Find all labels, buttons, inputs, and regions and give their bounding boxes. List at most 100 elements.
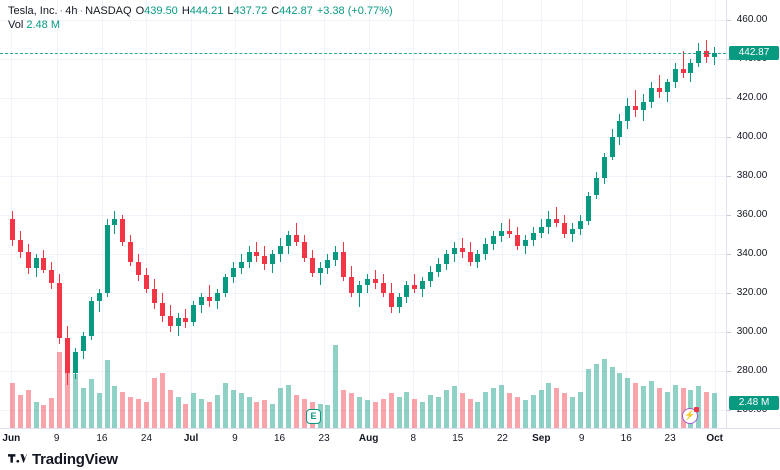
gridline-horizontal	[0, 410, 726, 411]
candle-body	[18, 240, 23, 253]
legend-interval[interactable]: 4h	[65, 5, 78, 17]
candle-body	[112, 218, 117, 225]
candle-wick	[320, 261, 321, 286]
time-axis-tick-jul: Jul	[183, 433, 199, 444]
legend-change-value: +3.38 (+0.77%)	[316, 5, 393, 17]
earnings-marker-icon[interactable]: E	[306, 409, 321, 424]
candle-body	[333, 252, 338, 260]
volume-bar	[380, 399, 386, 428]
legend-symbol-name[interactable]: Tesla, Inc.	[8, 5, 58, 17]
grid-layer	[0, 0, 726, 428]
time-axis-tick-16: 16	[273, 433, 286, 444]
volume-bar	[443, 390, 449, 428]
candle-wick	[414, 273, 415, 293]
volume-bar	[427, 395, 433, 428]
volume-bar	[561, 393, 567, 428]
candle-body	[65, 337, 70, 373]
volume-bar	[419, 402, 425, 428]
candle-body	[539, 226, 544, 233]
price-tick-dash	[727, 293, 731, 294]
legend-row-primary: Tesla, Inc. · 4h · NASDAQ O439.50 H444.21 L437.…	[8, 4, 393, 18]
current-volume-badge: 2.48 M	[729, 396, 779, 410]
volume-bar	[364, 400, 370, 428]
volume-bar	[277, 388, 283, 428]
gridline-horizontal	[0, 98, 726, 99]
candle-body	[617, 121, 622, 137]
volume-bar	[703, 392, 709, 428]
volume-bar	[648, 381, 654, 428]
tradingview-logo[interactable]: TradingView	[8, 451, 118, 469]
volume-bar	[522, 400, 528, 428]
candle-body	[223, 277, 228, 293]
dividend-marker-icon[interactable]: ⚡	[682, 407, 699, 424]
candle-body	[199, 296, 204, 305]
legend-volume-label: Vol	[8, 19, 24, 31]
volume-bar	[33, 402, 39, 428]
volume-bar	[640, 386, 646, 428]
candle-body	[144, 275, 149, 290]
volume-bar	[206, 402, 212, 428]
candle-body	[73, 351, 78, 373]
candle-body	[183, 318, 188, 323]
candle-body	[460, 248, 465, 253]
time-axis-tick-9: 9	[53, 433, 60, 444]
volume-bar	[372, 402, 378, 428]
candle-body	[176, 318, 181, 327]
price-axis-tick: 400.00	[727, 131, 777, 143]
legend-open-label: O	[135, 5, 145, 17]
candle-body	[404, 285, 409, 297]
candle-body	[436, 263, 441, 272]
volume-bar	[672, 385, 678, 428]
time-axis[interactable]: Jun 9 16 24 Jul 9 16 23 Aug 8 15 22 Sep 9 16 23 Oct	[0, 428, 780, 450]
candle-body	[570, 228, 575, 235]
volume-bar	[135, 399, 141, 428]
candle-body	[278, 246, 283, 254]
price-axis-tick: 420.00	[727, 92, 777, 104]
candle-body	[657, 88, 662, 93]
candle-body	[357, 285, 362, 293]
gridline-vertical	[280, 0, 281, 428]
volume-bar	[214, 395, 220, 428]
candle-body	[412, 285, 417, 290]
candle-body	[318, 267, 323, 274]
volume-bar	[9, 383, 15, 428]
price-axis[interactable]: 460.00440.00420.00400.00380.00360.00340.…	[726, 0, 780, 428]
candle-body	[120, 218, 125, 243]
gridline-vertical	[235, 0, 236, 428]
candle-body	[168, 316, 173, 327]
candle-body	[491, 236, 496, 245]
candle-body	[10, 218, 15, 241]
candle-body	[696, 51, 701, 63]
legend-close-value: 442.87	[279, 5, 313, 17]
candle-body	[26, 252, 31, 268]
volume-bar	[474, 402, 480, 428]
gridline-vertical	[626, 0, 627, 428]
price-tick-dash	[727, 254, 731, 255]
candle-body	[49, 269, 54, 284]
candle-body	[673, 68, 678, 83]
candle-body	[349, 277, 354, 293]
candle-body	[625, 105, 630, 122]
candle-body	[523, 240, 528, 247]
legend-row-volume: Vol 2.48 M	[8, 18, 393, 32]
volume-bar	[285, 385, 291, 428]
candle-body	[97, 293, 102, 301]
price-axis-tick: 300.00	[727, 326, 777, 338]
volume-bar	[269, 404, 275, 428]
candle-wick	[635, 90, 636, 118]
volume-bar	[119, 392, 125, 428]
chart-plot-area[interactable]: E ⚡	[0, 0, 726, 428]
tradingview-mark-icon	[8, 453, 27, 463]
candle-body	[602, 156, 607, 178]
volume-bar	[111, 386, 117, 428]
volume-bar	[593, 364, 599, 428]
candle-body	[310, 257, 315, 274]
candle-body	[239, 261, 244, 268]
gridline-horizontal	[0, 176, 726, 177]
candle-body	[136, 261, 141, 276]
current-price-line	[0, 53, 726, 54]
volume-bar	[498, 385, 504, 428]
gridline-horizontal	[0, 371, 726, 372]
volume-bar	[490, 388, 496, 428]
time-axis-tick-16: 16	[96, 433, 108, 444]
